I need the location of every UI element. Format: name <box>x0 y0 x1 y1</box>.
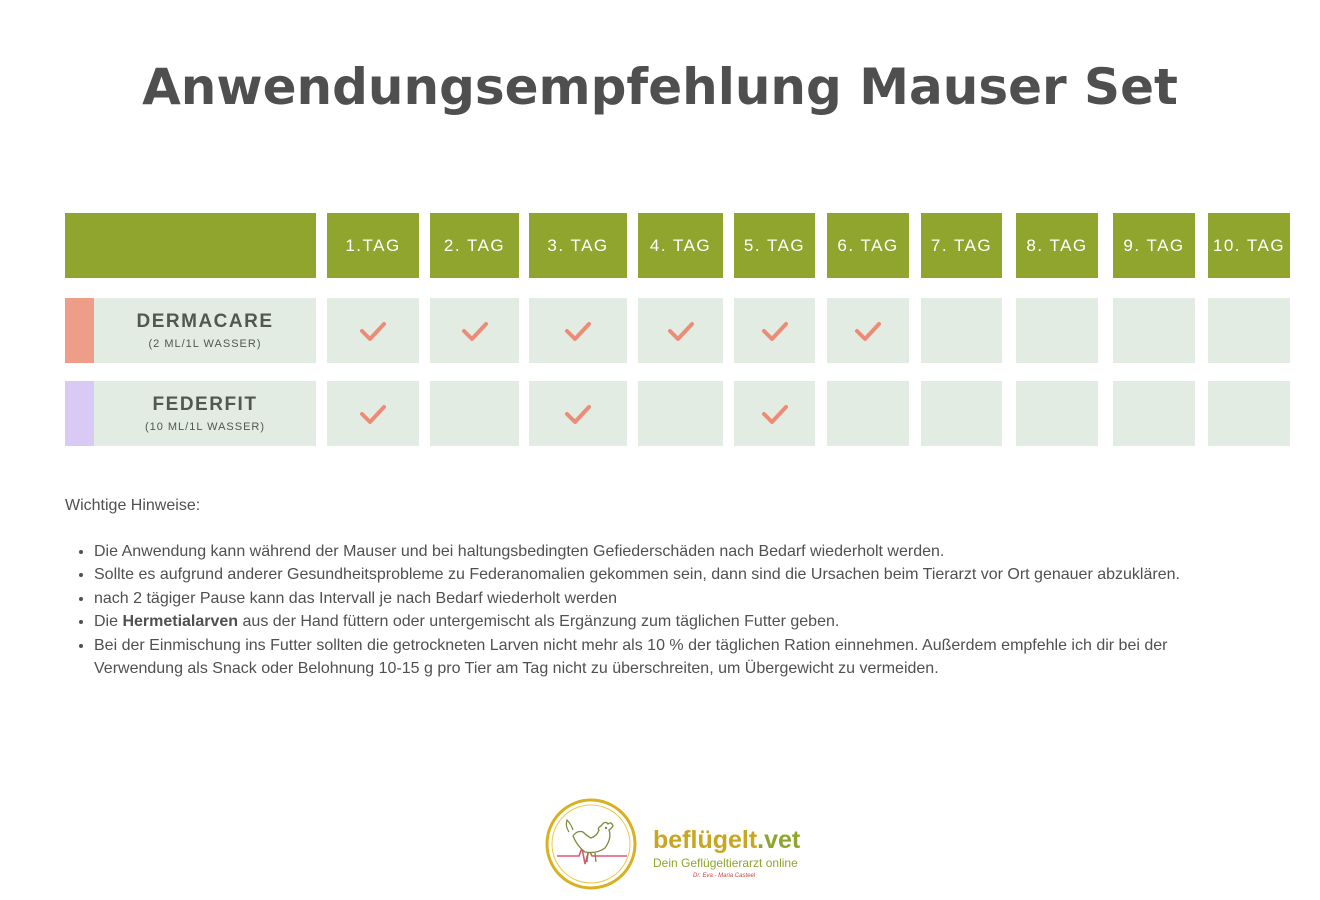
schedule-cell <box>734 298 815 363</box>
schedule-cell <box>1113 298 1195 363</box>
product-label-federfit: FEDERFIT (10 ML/1L WASSER) <box>65 381 316 446</box>
product-dose: (2 ML/1L WASSER) <box>148 338 262 350</box>
notes-list: Die Anwendung kann während der Mauser un… <box>65 540 1255 681</box>
schedule-cell <box>1016 381 1098 446</box>
logo-name-suffix: .vet <box>757 826 801 854</box>
schedule-cell <box>1208 298 1290 363</box>
note-bold-text: Hermetialarven <box>122 613 239 630</box>
product-name: FEDERFIT <box>152 394 258 415</box>
day-header-3: 3. TAG <box>529 213 627 278</box>
schedule-cell <box>1016 298 1098 363</box>
product-color-swatch <box>65 298 94 363</box>
checkmark-icon <box>565 321 591 341</box>
day-header-1: 1.TAG <box>327 213 419 278</box>
checkmark-icon <box>360 404 386 424</box>
day-header-7: 7. TAG <box>921 213 1002 278</box>
checkmark-icon <box>761 404 788 424</box>
checkmark-icon <box>360 321 386 341</box>
schedule-cell <box>1208 381 1290 446</box>
day-header-4: 4. TAG <box>638 213 723 278</box>
checkmark-icon <box>667 321 694 341</box>
schedule-cell <box>827 381 909 446</box>
checkmark-icon <box>461 321 488 341</box>
schedule-cell <box>638 298 723 363</box>
note-item: Die Anwendung kann während der Mauser un… <box>94 540 1255 564</box>
note-item: nach 2 tägiger Pause kann das Intervall … <box>94 587 1255 611</box>
checkmark-icon <box>565 404 591 424</box>
day-header-9: 9. TAG <box>1113 213 1195 278</box>
logo-name-main: beflügelt <box>653 826 758 854</box>
checkmark-icon <box>761 321 788 341</box>
day-header-2: 2. TAG <box>430 213 519 278</box>
table-header-corner <box>65 213 316 278</box>
notes-heading: Wichtige Hinweise: <box>65 497 201 514</box>
schedule-cell <box>827 298 909 363</box>
logo-tagline: Dein Geflügeltierarzt online <box>653 856 798 870</box>
rooster-logo-icon <box>545 798 637 890</box>
schedule-cell <box>430 298 519 363</box>
schedule-cell <box>921 298 1002 363</box>
day-header-10: 10. TAG <box>1208 213 1290 278</box>
logo-signature: Dr. Eva - Maria Casteel <box>693 873 756 879</box>
product-label-dermacare: DERMACARE (2 ML/1L WASSER) <box>65 298 316 363</box>
note-item: Sollte es aufgrund anderer Gesundheitspr… <box>94 563 1255 587</box>
note-text: Die <box>94 613 123 630</box>
page-title: Anwendungsempfehlung Mauser Set <box>142 58 1178 116</box>
product-dose: (10 ML/1L WASSER) <box>144 421 266 433</box>
schedule-cell <box>430 381 519 446</box>
day-header-6: 6. TAG <box>827 213 909 278</box>
product-name: DERMACARE <box>136 311 274 332</box>
schedule-cell <box>529 298 627 363</box>
schedule-cell <box>1113 381 1195 446</box>
brand-logo[interactable]: beflügelt.vet Dein Geflügeltierarzt onli… <box>543 798 813 890</box>
note-item: Bei der Einmischung ins Futter sollten d… <box>94 634 1255 681</box>
product-color-swatch <box>65 381 94 446</box>
schedule-cell <box>638 381 723 446</box>
schedule-cell <box>921 381 1002 446</box>
schedule-cell <box>327 298 419 363</box>
notes-section: Wichtige Hinweise: Die Anwendung kann wä… <box>65 494 1255 681</box>
logo-name: beflügelt.vet <box>653 826 800 855</box>
note-item: Die Hermetialarven aus der Hand füttern … <box>94 610 1255 634</box>
schedule-cell <box>529 381 627 446</box>
day-header-5: 5. TAG <box>734 213 815 278</box>
day-header-8: 8. TAG <box>1016 213 1098 278</box>
note-text: aus der Hand füttern oder untergemischt … <box>238 613 840 630</box>
schedule-cell <box>734 381 815 446</box>
schedule-cell <box>327 381 419 446</box>
checkmark-icon <box>855 321 881 341</box>
